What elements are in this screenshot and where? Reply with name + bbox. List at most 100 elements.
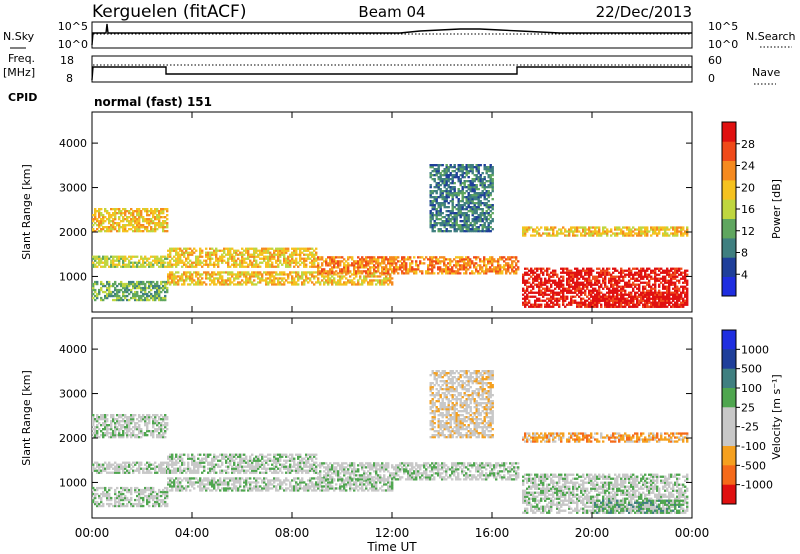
echo-cell — [271, 275, 274, 278]
echo-cell — [670, 273, 673, 276]
echo-cell — [554, 234, 557, 237]
echo-cell — [98, 290, 101, 294]
echo-cell — [132, 263, 135, 266]
echo-cell — [517, 268, 520, 271]
echo-cell — [507, 268, 510, 271]
echo-cell — [339, 268, 342, 271]
echo-cell — [122, 255, 125, 258]
echo-cell — [556, 281, 559, 284]
echo-cell — [590, 267, 593, 270]
echo-cell — [471, 208, 474, 211]
echo-cell — [146, 230, 149, 233]
echo-cell — [92, 261, 95, 264]
echo-cell — [686, 301, 689, 304]
echo-cell — [325, 262, 328, 265]
echo-cell — [183, 247, 186, 250]
echo-cell — [467, 264, 470, 267]
echo-cell — [389, 266, 392, 269]
echo-cell — [169, 277, 172, 280]
echo-cell — [606, 303, 609, 306]
echo-cell — [594, 295, 597, 298]
echo-cell — [297, 283, 300, 286]
echo-cell — [461, 268, 464, 271]
echo-cell — [542, 267, 545, 270]
echo-cell — [550, 289, 553, 292]
echo-cell — [112, 265, 115, 268]
echo-cell — [118, 222, 121, 225]
echo-cell — [167, 275, 170, 278]
echo-cell — [455, 174, 458, 177]
echo-cell — [116, 208, 119, 211]
echo-cell — [291, 255, 294, 258]
echo-cell — [437, 186, 440, 189]
echo-cell — [660, 226, 663, 229]
echo-cell — [612, 285, 615, 288]
echo-cell — [154, 420, 157, 423]
echo-cell — [666, 289, 669, 292]
echo-cell — [110, 428, 113, 431]
echo-cell — [144, 261, 147, 264]
echo-cell — [325, 279, 328, 282]
echo-cell — [634, 293, 637, 296]
echo-cell — [164, 230, 167, 233]
echo-cell — [257, 277, 260, 280]
echo-cell — [179, 255, 182, 258]
echo-cell — [136, 220, 139, 223]
echo-cell — [489, 204, 492, 207]
echo-cell — [548, 228, 551, 231]
echo-cell — [568, 287, 571, 290]
echo-cell — [459, 260, 462, 263]
echo-cell — [481, 184, 484, 187]
echo-cell — [158, 212, 161, 215]
echo-cell — [120, 288, 123, 292]
echo-cell — [479, 266, 482, 269]
echo-cell — [624, 281, 627, 284]
echo-cell — [676, 269, 679, 272]
echo-cell — [437, 178, 440, 181]
echo-cell — [570, 273, 573, 276]
echo-cell — [138, 426, 141, 429]
echo-cell — [469, 194, 472, 197]
echo-cell — [126, 436, 129, 439]
echo-cell — [451, 176, 454, 179]
echo-cell — [453, 176, 456, 179]
echo-cell — [451, 170, 454, 173]
echo-cell — [243, 271, 246, 274]
echo-cell — [269, 277, 272, 280]
echo-cell — [606, 297, 609, 300]
echo-cell — [570, 275, 573, 278]
echo-cell — [463, 230, 466, 233]
echo-cell — [443, 184, 446, 187]
echo-cell — [293, 253, 296, 256]
echo-cell — [171, 265, 174, 268]
echo-cell — [562, 226, 565, 229]
echo-cell — [664, 281, 667, 284]
echo-cell — [309, 251, 312, 254]
echo-cell — [122, 208, 125, 211]
echo-cell — [686, 293, 689, 296]
echo-cell — [94, 290, 97, 294]
echo-cell — [620, 287, 623, 290]
echo-cell — [447, 166, 450, 169]
echo-cell — [193, 283, 196, 286]
echo-cell — [441, 192, 444, 195]
echo-cell — [447, 190, 450, 193]
echo-cell — [307, 247, 310, 250]
echo-cell — [477, 264, 480, 267]
echo-cell — [602, 228, 605, 231]
echo-cell — [209, 275, 212, 278]
echo-cell — [251, 247, 254, 250]
echo-cell — [173, 259, 176, 262]
echo-cell — [608, 303, 611, 306]
echo-cell — [130, 257, 133, 260]
echo-cell — [130, 261, 133, 264]
echo-cell — [463, 216, 466, 219]
echo-cell — [477, 198, 480, 201]
echo-cell — [209, 257, 212, 260]
echo-cell — [590, 279, 593, 282]
echo-cell — [648, 293, 651, 296]
echo-cell — [353, 270, 356, 273]
echo-cell — [142, 292, 145, 296]
echo-cell — [528, 295, 531, 298]
echo-cell — [652, 293, 655, 296]
